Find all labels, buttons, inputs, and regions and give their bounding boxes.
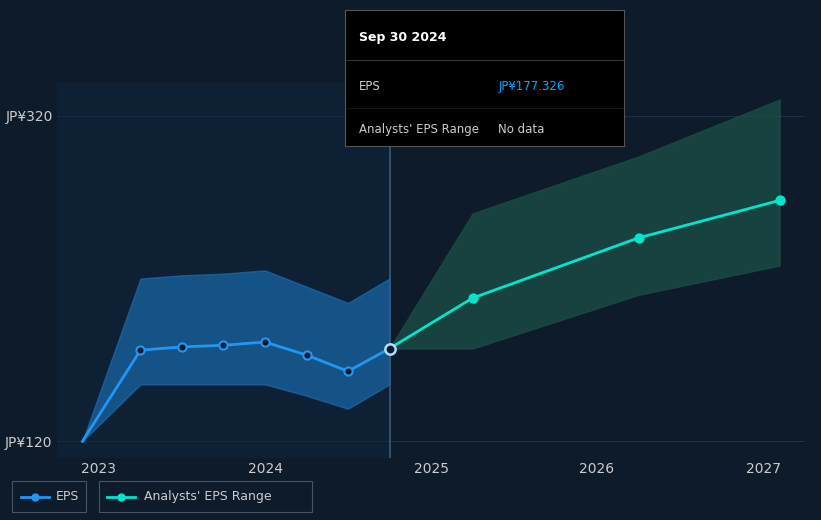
- Text: JP¥177.326: JP¥177.326: [498, 80, 565, 93]
- Text: EPS: EPS: [56, 490, 79, 503]
- Point: [217, 341, 230, 349]
- Point: [632, 233, 645, 242]
- Bar: [57, 83, 389, 458]
- Text: Analysts Forecasts: Analysts Forecasts: [397, 63, 512, 76]
- Point: [383, 344, 396, 353]
- Text: EPS: EPS: [359, 80, 380, 93]
- Text: Actual: Actual: [347, 63, 386, 76]
- Point: [342, 367, 355, 375]
- Text: No data: No data: [498, 123, 544, 136]
- Text: Analysts' EPS Range: Analysts' EPS Range: [144, 490, 271, 503]
- Text: Analysts' EPS Range: Analysts' EPS Range: [359, 123, 479, 136]
- Point: [134, 346, 147, 354]
- Point: [466, 294, 479, 302]
- Point: [300, 351, 313, 359]
- Point: [259, 338, 272, 346]
- Point: [176, 343, 189, 351]
- Point: [773, 196, 787, 204]
- Text: Sep 30 2024: Sep 30 2024: [359, 31, 447, 44]
